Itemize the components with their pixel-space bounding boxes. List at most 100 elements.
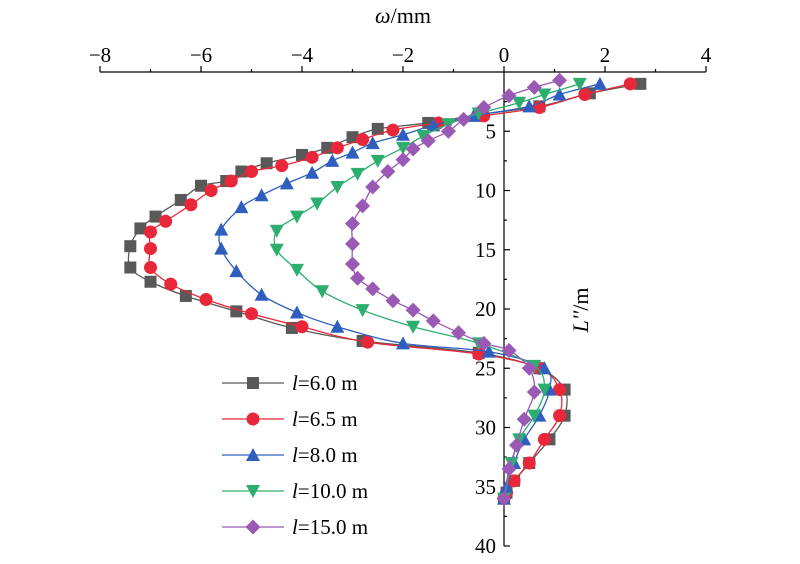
- x-tick-label: −6: [190, 43, 212, 67]
- series-line: [351, 79, 560, 499]
- data-point: [199, 293, 213, 307]
- data-point: [553, 409, 567, 423]
- data-point: [426, 118, 441, 132]
- y-tick-label: 25: [475, 356, 496, 380]
- data-point: [279, 176, 294, 190]
- legend-separator: =: [298, 407, 310, 431]
- data-point: [230, 305, 243, 318]
- data-point: [440, 123, 456, 139]
- y-axis-symbol: L'': [568, 311, 593, 334]
- data-point: [234, 200, 249, 214]
- data-point: [310, 197, 325, 211]
- data-point: [345, 236, 360, 252]
- data-point: [395, 152, 411, 168]
- legend-symbol: l: [292, 479, 298, 503]
- data-point: [365, 179, 381, 195]
- data-point: [526, 79, 542, 95]
- legend-separator: =: [298, 443, 310, 467]
- data-point: [164, 277, 178, 291]
- data-point: [371, 122, 384, 135]
- data-point: [330, 180, 345, 194]
- data-point: [305, 165, 320, 179]
- data-point: [204, 184, 218, 197]
- data-point: [330, 319, 345, 333]
- data-point: [537, 383, 552, 397]
- data-point: [553, 383, 567, 397]
- y-axis-title: L''/m: [568, 288, 593, 334]
- series-layer: [124, 72, 647, 507]
- y-tick-label: 15: [475, 238, 496, 262]
- y-tick-label: 20: [475, 297, 496, 321]
- data-point: [521, 360, 537, 376]
- data-point: [501, 342, 517, 358]
- data-point: [254, 287, 269, 301]
- data-point: [260, 157, 273, 170]
- y-tick-label: 10: [475, 179, 496, 203]
- y-tick-label: 30: [475, 416, 496, 440]
- data-point: [365, 281, 381, 297]
- data-point: [144, 275, 157, 288]
- x-axis-unit: /mm: [391, 3, 431, 28]
- y-tick-label: 5: [486, 119, 497, 143]
- data-point: [289, 210, 304, 224]
- series-8-0-m: [214, 76, 607, 505]
- data-point: [385, 293, 401, 309]
- data-point: [289, 263, 304, 277]
- data-point: [456, 111, 472, 127]
- data-point: [214, 222, 229, 236]
- data-point: [416, 129, 431, 143]
- legend-separator: =: [298, 371, 310, 395]
- legend-marker: [246, 448, 260, 461]
- data-point: [496, 491, 512, 507]
- legend-item: l=6.5 m: [222, 407, 358, 431]
- data-point: [512, 433, 527, 447]
- data-point: [330, 141, 344, 155]
- x-tick-label: 2: [600, 43, 611, 67]
- series-line: [148, 83, 631, 499]
- data-point: [501, 461, 517, 477]
- y-axis-unit: /m: [568, 288, 593, 311]
- data-point: [504, 457, 519, 471]
- legend-label: l=10.0 m: [292, 479, 368, 503]
- legend-marker: [245, 519, 261, 535]
- data-point: [370, 154, 385, 168]
- legend-symbol: l: [292, 407, 298, 431]
- data-point: [512, 96, 527, 110]
- data-point: [361, 335, 375, 349]
- legend-symbol: l: [292, 443, 298, 467]
- data-point: [346, 131, 359, 144]
- data-point: [365, 136, 380, 150]
- data-point: [507, 474, 521, 488]
- data-point: [350, 167, 365, 181]
- data-point: [396, 127, 410, 141]
- data-point: [355, 304, 370, 318]
- legend-item: l=15.0 m: [222, 515, 368, 539]
- data-point: [522, 99, 537, 113]
- data-point: [124, 261, 137, 274]
- data-point: [386, 123, 400, 137]
- data-point: [229, 264, 244, 278]
- data-point: [526, 384, 542, 400]
- data-point: [380, 164, 396, 180]
- data-point: [537, 361, 552, 375]
- legend-value: 15.0 m: [310, 515, 368, 539]
- data-point: [345, 145, 360, 159]
- data-point: [305, 150, 319, 164]
- data-point: [214, 241, 229, 255]
- data-point: [325, 153, 340, 167]
- legend-label: l=15.0 m: [292, 515, 368, 539]
- data-point: [345, 256, 360, 272]
- data-point: [476, 335, 492, 351]
- legend-label: l=6.0 m: [292, 371, 358, 395]
- data-point: [522, 456, 536, 470]
- data-point: [537, 432, 551, 446]
- legend-value: 10.0 m: [310, 479, 368, 503]
- data-point: [406, 320, 421, 334]
- legend-symbol: l: [292, 371, 298, 395]
- data-point: [159, 214, 173, 228]
- x-tick-label: 4: [701, 43, 712, 67]
- data-point: [149, 210, 162, 223]
- data-point: [144, 261, 157, 275]
- data-point: [527, 409, 542, 423]
